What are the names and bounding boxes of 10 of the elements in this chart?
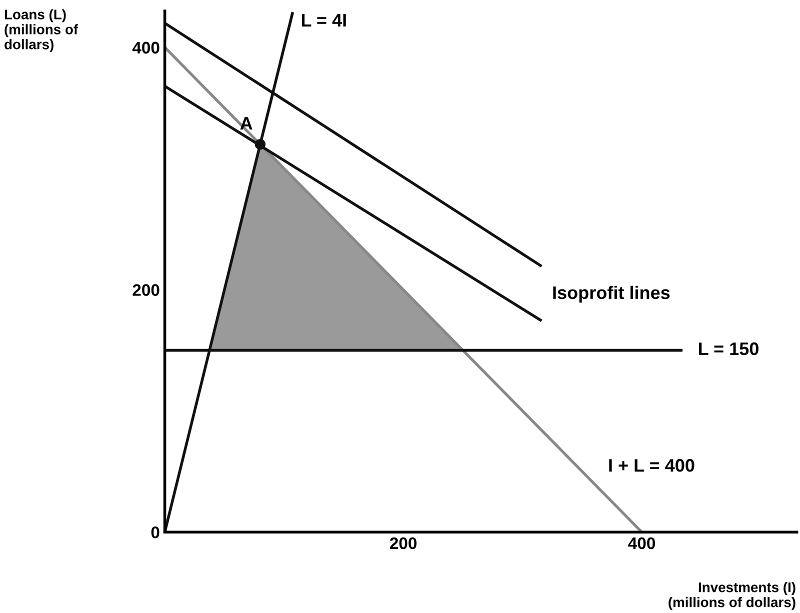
series-label: L = 150 (699, 342, 758, 356)
y-tick-label: 400 (132, 42, 160, 54)
series-label: L = 4I (302, 14, 346, 26)
x-axis-title: Investments (I) (millions of dollars) (668, 582, 796, 610)
series-label: A (240, 117, 252, 130)
y-tick-label: 0 (151, 526, 160, 538)
y-axis-title: Loans (L) (millions of dollars) (4, 9, 78, 52)
y-tick-label: 200 (132, 284, 160, 296)
annotation: Isoprofit lines (553, 286, 670, 303)
series-label: I + L = 400 (609, 459, 694, 472)
